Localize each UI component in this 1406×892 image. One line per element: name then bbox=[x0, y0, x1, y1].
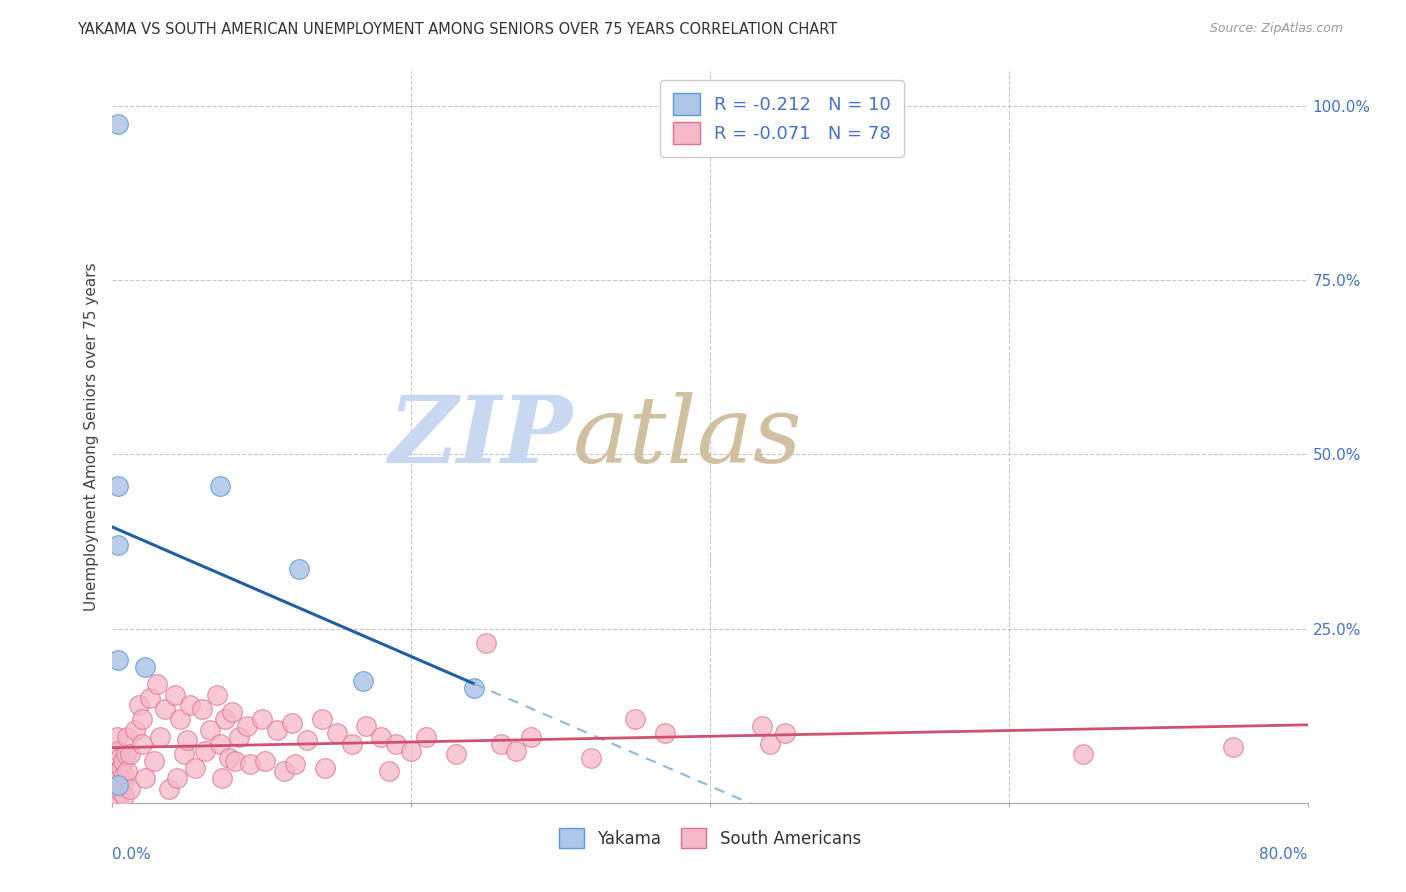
Point bbox=[579, 750, 602, 764]
Point bbox=[654, 726, 676, 740]
Point bbox=[114, 789, 135, 803]
Point bbox=[385, 737, 408, 751]
Point bbox=[131, 712, 153, 726]
Point bbox=[311, 712, 333, 726]
Point bbox=[295, 733, 318, 747]
Point bbox=[325, 726, 347, 740]
Point bbox=[117, 730, 139, 744]
Point bbox=[211, 772, 233, 786]
Point bbox=[281, 715, 304, 730]
Point bbox=[149, 730, 172, 744]
Point bbox=[444, 747, 467, 761]
Y-axis label: Unemployment Among Seniors over 75 years: Unemployment Among Seniors over 75 years bbox=[84, 263, 100, 611]
Point bbox=[250, 712, 273, 726]
Text: YAKAMA VS SOUTH AMERICAN UNEMPLOYMENT AMONG SENIORS OVER 75 YEARS CORRELATION CH: YAKAMA VS SOUTH AMERICAN UNEMPLOYMENT AM… bbox=[77, 22, 838, 37]
Point bbox=[107, 117, 129, 131]
Point bbox=[165, 688, 187, 702]
Text: atlas: atlas bbox=[572, 392, 801, 482]
Point bbox=[146, 677, 169, 691]
Point bbox=[475, 635, 498, 649]
Point bbox=[128, 698, 150, 713]
Point bbox=[198, 723, 221, 737]
Point bbox=[314, 761, 336, 775]
Point bbox=[115, 747, 138, 761]
Point bbox=[505, 743, 527, 757]
Point bbox=[401, 743, 423, 757]
Point bbox=[236, 719, 259, 733]
Point bbox=[105, 730, 128, 744]
Point bbox=[110, 761, 132, 775]
Point bbox=[107, 778, 129, 792]
Point bbox=[143, 754, 166, 768]
Point bbox=[205, 688, 228, 702]
Point bbox=[179, 698, 201, 713]
Point bbox=[209, 479, 232, 493]
Point bbox=[124, 723, 146, 737]
Point bbox=[108, 750, 131, 764]
Text: 80.0%: 80.0% bbox=[1260, 847, 1308, 862]
Point bbox=[221, 705, 243, 719]
Point bbox=[266, 723, 288, 737]
Point bbox=[773, 726, 796, 740]
Point bbox=[209, 737, 232, 751]
Point bbox=[110, 785, 132, 799]
Point bbox=[166, 772, 188, 786]
Point bbox=[759, 737, 782, 751]
Point bbox=[415, 730, 437, 744]
Point bbox=[120, 747, 142, 761]
Point bbox=[117, 764, 139, 779]
Point bbox=[353, 673, 375, 688]
Point bbox=[139, 691, 162, 706]
Point bbox=[107, 538, 129, 552]
Point bbox=[107, 764, 129, 779]
Point bbox=[191, 702, 214, 716]
Point bbox=[111, 778, 134, 792]
Point bbox=[153, 702, 176, 716]
Legend: Yakama, South Americans: Yakama, South Americans bbox=[551, 820, 869, 856]
Point bbox=[134, 772, 156, 786]
Point bbox=[107, 743, 129, 757]
Point bbox=[520, 730, 543, 744]
Point bbox=[214, 712, 236, 726]
Point bbox=[1073, 747, 1095, 761]
Point bbox=[224, 754, 246, 768]
Point bbox=[1222, 740, 1244, 755]
Text: ZIP: ZIP bbox=[388, 392, 572, 482]
Point bbox=[218, 750, 240, 764]
Point bbox=[134, 660, 156, 674]
Point bbox=[120, 781, 142, 796]
Point bbox=[340, 737, 363, 751]
Point bbox=[288, 562, 311, 576]
Point bbox=[370, 730, 392, 744]
Point bbox=[378, 764, 401, 779]
Point bbox=[107, 479, 129, 493]
Point bbox=[489, 737, 512, 751]
Point bbox=[108, 772, 131, 786]
Point bbox=[107, 792, 129, 806]
Point bbox=[111, 754, 134, 768]
Point bbox=[284, 757, 307, 772]
Point bbox=[107, 653, 129, 667]
Point bbox=[356, 719, 378, 733]
Point bbox=[751, 719, 773, 733]
Point bbox=[239, 757, 262, 772]
Point bbox=[624, 712, 647, 726]
Point bbox=[114, 768, 135, 782]
Point bbox=[228, 730, 250, 744]
Point bbox=[463, 681, 485, 695]
Text: Source: ZipAtlas.com: Source: ZipAtlas.com bbox=[1209, 22, 1343, 36]
Point bbox=[169, 712, 191, 726]
Point bbox=[157, 781, 180, 796]
Point bbox=[253, 754, 276, 768]
Text: 0.0%: 0.0% bbox=[112, 847, 152, 862]
Point bbox=[194, 743, 217, 757]
Point bbox=[173, 747, 195, 761]
Point bbox=[183, 761, 205, 775]
Point bbox=[176, 733, 198, 747]
Point bbox=[131, 737, 153, 751]
Point bbox=[273, 764, 295, 779]
